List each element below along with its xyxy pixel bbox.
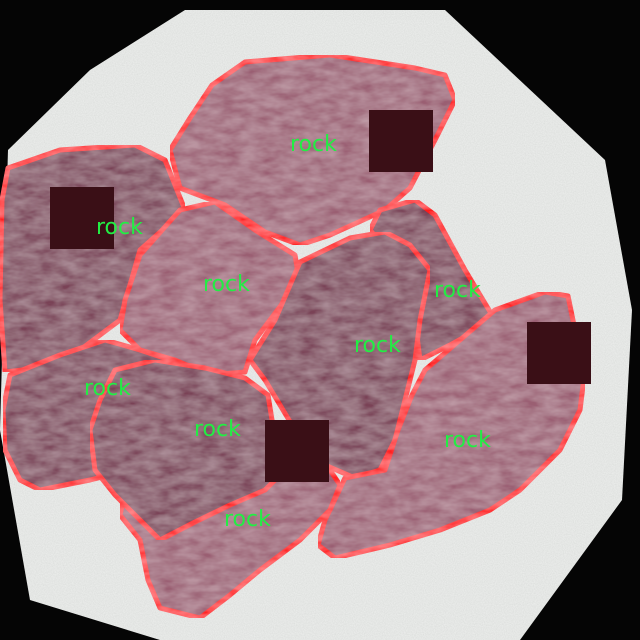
label-rock-center-left: rock: [203, 272, 250, 297]
label-rock-lower-left: rock: [84, 376, 131, 401]
mask-block-right: [527, 322, 591, 384]
mask-block-center-bottom: [265, 420, 329, 482]
label-rock-bottom: rock: [224, 507, 271, 532]
label-rock-lower-center: rock: [194, 417, 241, 442]
label-rock-center: rock: [354, 333, 401, 358]
label-rock-top: rock: [290, 132, 337, 157]
label-rock-right-upper: rock: [434, 278, 481, 303]
label-rock-left: rock: [96, 215, 143, 240]
label-rock-right: rock: [444, 428, 491, 453]
mask-block-top-right: [369, 110, 433, 172]
